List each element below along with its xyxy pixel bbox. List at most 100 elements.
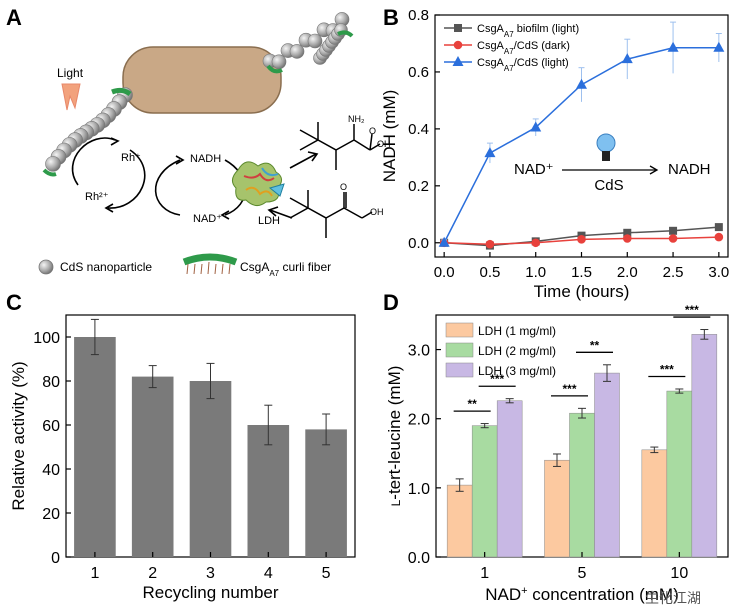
significance-label: ***: [660, 363, 674, 377]
curli-fiber-segment: [111, 87, 132, 97]
x-tick-label: 4: [264, 565, 273, 582]
data-point: [576, 78, 587, 89]
legend-label: LDH (3 mg/ml): [478, 364, 556, 378]
legend-swatch: [445, 362, 474, 378]
y-axis-label: NADH (mM): [380, 90, 399, 183]
legend-swatch: [445, 322, 474, 338]
panel-b-letter: B: [383, 5, 399, 30]
legend: CsgAA7 biofilm (light)CsgAA7/CdS (dark)C…: [444, 23, 579, 73]
curli-fiber-tail: [214, 263, 217, 275]
y-axis-label: Relative activity (%): [9, 361, 28, 510]
y-tick-label: 80: [42, 374, 60, 391]
x-tick-label: 2.5: [663, 264, 684, 281]
x-tick-label: 5: [322, 565, 331, 582]
bar: [641, 449, 668, 558]
curli-fiber-segment: [266, 64, 283, 74]
x-tick-label: 2: [148, 565, 157, 582]
y-tick-label: 40: [42, 462, 60, 479]
rh-2plus-label: Rh²⁺: [85, 191, 109, 203]
curli-fiber-icon: [182, 253, 238, 275]
panel-b-line-chart: B 0.0 0.5 1.0 1.5 2.0 2.5 3.0 0.0 0.2 0.4 0.6 0.8 Ti…: [380, 5, 729, 301]
bacterium-cell: [122, 46, 282, 114]
panel-a-schematic: A Light Rh⁺ Rh²⁺ NADH NAD⁺ LDH: [6, 5, 391, 278]
keto-acid-structure: [289, 190, 373, 238]
legend-marker: [453, 40, 463, 50]
cds-particle: [307, 33, 323, 49]
light-bolt-icon: [61, 83, 81, 111]
molecule-oh2-glyph: OH: [370, 207, 384, 217]
data-point: [669, 226, 678, 235]
y-axis-label: L-tert-leucine (mM): [385, 366, 404, 507]
rh-cycle-arc-right: [107, 149, 146, 209]
data-point: [530, 121, 542, 132]
y-tick-label: 2.0: [408, 412, 430, 429]
legend-fiber-label: CsgAA7 curli fiber: [240, 260, 331, 278]
ldh-label: LDH: [258, 215, 280, 227]
y-tick-label: 0.8: [408, 7, 429, 24]
molecule-o2-glyph: O: [340, 182, 347, 192]
data-point: [667, 41, 679, 52]
x-tick-label: 1: [480, 565, 489, 582]
legend-marker: [454, 24, 462, 32]
series-1: [439, 232, 724, 249]
y-tick-label: 20: [42, 506, 60, 523]
significance-label: **: [590, 338, 600, 352]
molecule-nh2-glyph: NH₂: [348, 114, 365, 124]
bar: [594, 372, 620, 558]
series-2: [438, 21, 725, 247]
x-tick-label: 1.0: [525, 264, 546, 281]
x-tick-label: 3: [206, 565, 215, 582]
cds-nanoparticle-icon: [38, 259, 54, 275]
bar: [446, 484, 473, 558]
bar: [471, 425, 498, 558]
x-axis-label: NAD+ concentration (mM): [485, 585, 679, 604]
y-tick-label: 3.0: [408, 343, 430, 360]
x-axis-label: Time (hours): [534, 282, 630, 301]
curli-fiber-tail: [207, 261, 210, 275]
data-point: [622, 234, 632, 243]
x-tick-label: 10: [670, 565, 688, 582]
x-axis-label: Recycling number: [142, 583, 278, 602]
rh-cycle-arc-left: [71, 137, 116, 186]
curli-fiber-segment: [337, 30, 354, 38]
nadh-label: NADH: [190, 153, 221, 165]
bulb-base: [602, 151, 610, 161]
bar: [74, 337, 116, 557]
y-tick-label: 0.0: [408, 235, 429, 252]
bar: [666, 390, 693, 558]
rh-plus-label: Rh⁺: [121, 152, 141, 164]
legend-label: CsgAA7/CdS (dark): [477, 40, 570, 56]
curli-fiber-tail: [193, 263, 196, 275]
data-point: [714, 223, 723, 232]
data-point: [577, 235, 586, 244]
curli-fiber-right: [262, 12, 354, 74]
bulb-glass: [596, 133, 616, 153]
y-tick-label: 100: [33, 330, 60, 347]
cds-particle: [45, 156, 61, 172]
nad-cycle-arc-left: [154, 159, 181, 216]
x-tick-label: 2.0: [617, 264, 638, 281]
y-tick-label: 1.0: [408, 481, 430, 498]
y-tick-label: 0.4: [408, 121, 429, 138]
x-tick-label: 5: [578, 565, 587, 582]
annotation-nad: NAD⁺: [514, 161, 554, 178]
legend-swatch: [445, 342, 474, 358]
bar: [544, 459, 570, 558]
annotation-nadh: NADH: [668, 161, 711, 178]
curli-fiber-tail: [228, 263, 231, 275]
annotation-arrow-head: [649, 165, 659, 175]
data-point: [484, 147, 496, 158]
y-tick-label: 0: [51, 550, 60, 567]
annotation-cds: CdS: [594, 177, 623, 194]
molecule-o-glyph: O: [369, 126, 376, 136]
ldh-product-arrow: [289, 153, 317, 169]
significance-label: ***: [490, 372, 504, 386]
bar: [247, 425, 290, 557]
curli-fiber-tail: [186, 263, 189, 275]
y-tick-label: 0.6: [408, 64, 429, 81]
x-tick-label: 3.0: [708, 264, 729, 281]
legend-marker: [452, 56, 464, 66]
data-point: [621, 53, 633, 64]
panel-c-letter: C: [6, 290, 22, 315]
